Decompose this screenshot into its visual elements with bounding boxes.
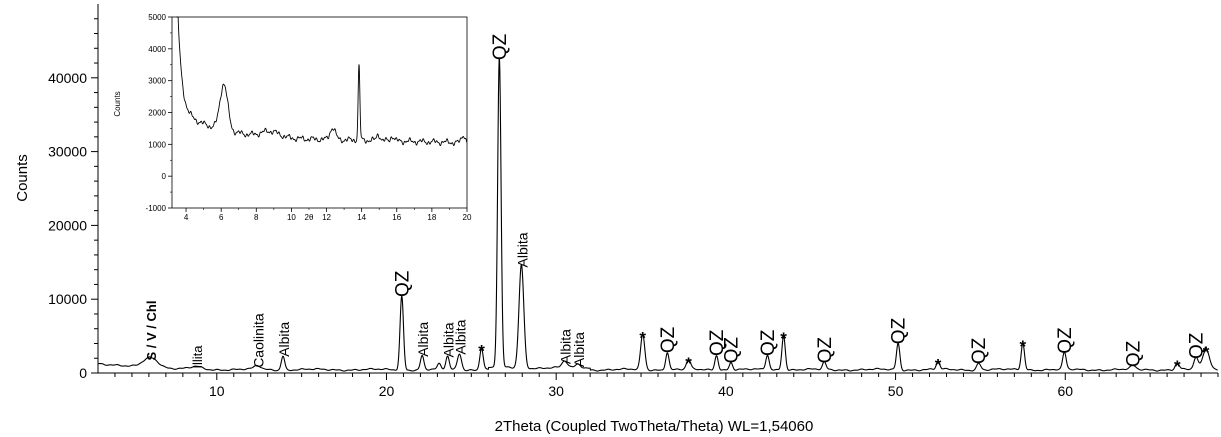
peak-label: QZ	[490, 33, 511, 60]
inset-y-axis-label: Counts	[113, 91, 122, 116]
peak-label: QZ	[758, 329, 779, 356]
x-axis-label: 2Theta (Coupled TwoTheta/Theta) WL=1,540…	[495, 418, 814, 435]
peak-label: QZ	[1124, 340, 1145, 367]
inset-x-tick-label: 14	[357, 213, 366, 222]
peak-label: QZ	[889, 317, 910, 344]
y-tick-label: 10000	[48, 291, 87, 307]
asterisk-peak-label: *	[1203, 343, 1210, 362]
inset-x-tick-label: 10	[287, 213, 296, 222]
asterisk-peak-label: *	[1020, 337, 1027, 356]
peak-label: QZ	[1186, 332, 1207, 359]
inset-y-tick-label: 0	[162, 172, 167, 181]
peak-label: QZ	[815, 337, 836, 364]
x-tick-label: 60	[1057, 383, 1073, 399]
peak-label: Caolinita	[251, 313, 267, 368]
inset-y-tick-label: 3000	[148, 77, 166, 86]
inset-background	[172, 17, 467, 208]
asterisk-peak-label: *	[1174, 357, 1181, 376]
inset-series-line	[176, 16, 468, 147]
peak-label: QZ	[722, 337, 743, 364]
x-tick-label: 10	[209, 383, 225, 399]
inset-x-tick-label: 4	[184, 213, 189, 222]
y-tick-label: 40000	[48, 70, 87, 86]
x-tick-label: 40	[718, 383, 734, 399]
y-tick-label: 0	[79, 365, 87, 381]
asterisk-peak-label: *	[639, 328, 646, 347]
peak-label: S / V / Chl	[144, 301, 159, 361]
peak-label: QZ	[969, 337, 990, 364]
peak-label: QZ	[1055, 327, 1076, 354]
inset-x-tick-label: 16	[392, 213, 401, 222]
inset-x-tick-label: 6	[219, 213, 224, 222]
inset-x-tick-label: 12	[322, 213, 331, 222]
inset-x-axis-label: 2θ	[305, 213, 314, 222]
peak-label: Albita	[441, 322, 457, 357]
x-tick-label: 50	[888, 383, 904, 399]
inset-y-tick-label: 4000	[148, 45, 166, 54]
asterisk-peak-label: *	[935, 356, 942, 375]
inset-y-tick-label: 2000	[148, 109, 166, 118]
x-tick-label: 20	[379, 383, 395, 399]
peak-label: QZ	[707, 329, 728, 356]
inset-plot: 4 6 8 10 12 14 16 18 20 -1000 0 1000 2000 3000 4000 500…	[146, 13, 472, 222]
inset-y-tick-label: 1000	[148, 140, 166, 149]
peak-label: Albita	[514, 232, 530, 267]
peak-label: Albita	[453, 319, 469, 354]
x-tick-label: 30	[548, 383, 564, 399]
peak-label: QZ	[392, 270, 413, 297]
asterisk-peak-label: *	[685, 354, 692, 373]
asterisk-peak-label: *	[780, 329, 787, 348]
inset-y-tick-label: -1000	[146, 204, 167, 213]
inset-x-tick-label: 20	[463, 213, 472, 222]
peak-label: Illita	[190, 345, 205, 369]
y-axis-label: Counts	[14, 154, 31, 202]
peak-label: Albita	[415, 322, 431, 357]
inset-x-tick-label: 18	[427, 213, 436, 222]
peak-label: Albita	[571, 332, 587, 367]
diffraction-series-line	[97, 58, 1218, 372]
inset-x-tick-label: 8	[254, 213, 259, 222]
peak-label: QZ	[658, 326, 679, 353]
inset-y-tick-label: 5000	[148, 13, 166, 22]
y-tick-label: 30000	[48, 144, 87, 160]
y-tick-label: 20000	[48, 217, 87, 233]
asterisk-peak-label: *	[478, 342, 485, 361]
peak-label: Albita	[558, 329, 574, 364]
peak-label: Albita	[276, 322, 292, 357]
